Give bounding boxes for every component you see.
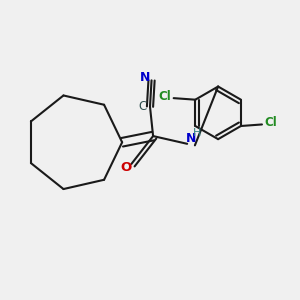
Text: N: N (140, 71, 151, 84)
Text: C: C (138, 100, 146, 113)
Text: O: O (120, 161, 131, 174)
Text: N: N (186, 132, 196, 145)
Text: H: H (193, 128, 201, 138)
Text: Cl: Cl (264, 116, 277, 129)
Text: Cl: Cl (159, 90, 171, 103)
